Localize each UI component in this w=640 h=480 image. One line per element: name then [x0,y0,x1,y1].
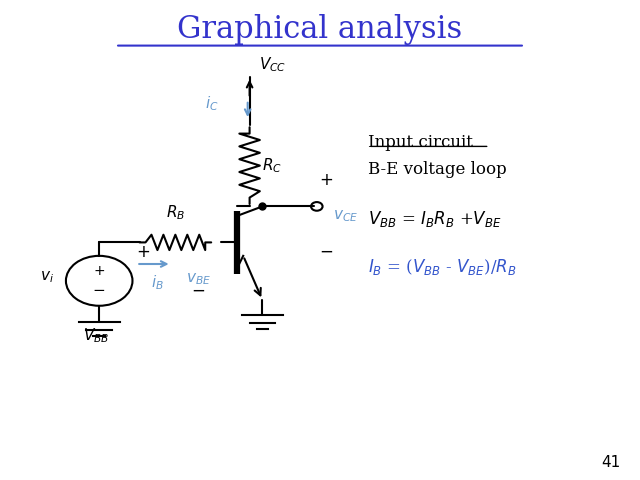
Text: −: − [191,281,205,300]
Text: Graphical analysis: Graphical analysis [177,14,463,46]
Text: $V_{CC}$: $V_{CC}$ [259,56,287,74]
Text: $v_i$: $v_i$ [40,269,54,285]
Text: $V_{BB}$ = $I_BR_B$ +$V_{BE}$: $V_{BB}$ = $I_BR_B$ +$V_{BE}$ [368,209,502,229]
Text: −: − [93,283,106,298]
Text: $R_B$: $R_B$ [166,204,185,222]
Text: $V_{BB}$: $V_{BB}$ [83,326,109,345]
Text: $i_C$: $i_C$ [205,94,219,112]
Text: $v_{BE}$: $v_{BE}$ [186,271,211,287]
Text: $v_{CE}$: $v_{CE}$ [333,208,358,224]
Text: $i_B$: $i_B$ [151,274,164,292]
Text: B-E voltage loop: B-E voltage loop [368,161,507,178]
Text: $I_B$ = ($V_{BB}$ - $V_{BE}$)/$R_B$: $I_B$ = ($V_{BB}$ - $V_{BE}$)/$R_B$ [368,257,516,277]
Text: +: + [136,243,150,261]
Text: $R_C$: $R_C$ [262,156,282,175]
Text: −: − [319,243,333,261]
Text: +: + [319,171,333,189]
Text: +: + [93,264,105,278]
Text: Input circuit: Input circuit [368,134,473,151]
Text: 41: 41 [602,456,621,470]
